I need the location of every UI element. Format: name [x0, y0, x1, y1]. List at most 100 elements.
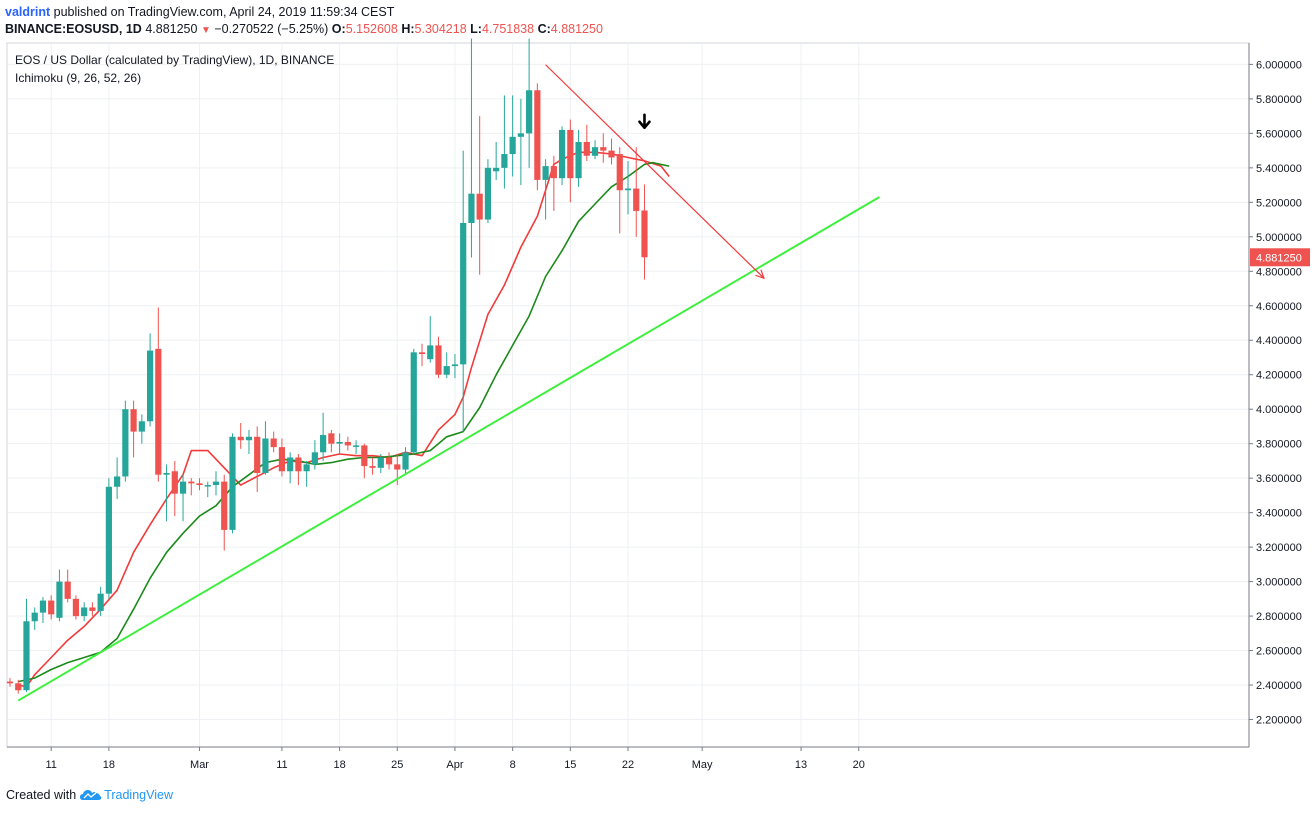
candle-body	[56, 581, 63, 618]
candle-body	[196, 483, 203, 486]
candle	[146, 333, 154, 427]
candle-body	[361, 445, 368, 467]
y-tick-label: 4.600000	[1256, 301, 1302, 313]
y-tick-label: 5.200000	[1256, 197, 1302, 209]
x-tick-label: 20	[853, 759, 865, 771]
last-price: 4.881250	[145, 22, 198, 36]
candle	[402, 447, 409, 475]
candle-body	[328, 433, 335, 444]
candle-body	[377, 457, 384, 468]
y-tick-label: 3.800000	[1256, 439, 1302, 451]
candle	[550, 155, 557, 211]
last-price-label: 4.881250	[1256, 252, 1302, 264]
candle	[64, 569, 71, 603]
created-with-text: Created with	[6, 788, 77, 802]
y-tick-label: 4.800000	[1256, 266, 1302, 278]
y-tick-label: 2.600000	[1256, 646, 1302, 658]
candle	[344, 436, 351, 451]
author-name[interactable]: valdrint	[5, 5, 51, 19]
candle	[295, 454, 302, 486]
candle	[204, 481, 211, 498]
candle	[311, 440, 318, 470]
down-arrow-icon	[638, 113, 651, 130]
candle	[105, 478, 112, 599]
open-label: O:	[331, 22, 346, 36]
candle	[89, 602, 96, 617]
y-tick-label: 2.400000	[1256, 680, 1302, 692]
candle-body	[295, 457, 302, 472]
candle-body	[633, 188, 640, 211]
candle	[517, 98, 524, 186]
candle	[361, 443, 368, 479]
low-value: 4.751838	[481, 22, 535, 36]
candle	[484, 159, 492, 224]
candle-body	[287, 457, 294, 472]
candle	[427, 316, 434, 363]
candle-body	[385, 457, 393, 465]
footer: Created with TradingView	[6, 788, 173, 802]
candle	[122, 400, 129, 482]
close-label: C:	[537, 22, 551, 36]
candle-body	[15, 683, 22, 691]
candle-body	[311, 452, 318, 465]
candle	[56, 569, 63, 622]
candle-body	[31, 612, 38, 622]
high-label: H:	[401, 22, 415, 36]
candle	[254, 426, 261, 492]
candle-body	[221, 481, 228, 530]
candle-body	[608, 150, 615, 158]
x-tick-label: Mar	[190, 759, 209, 771]
candle	[221, 474, 228, 551]
candle-body	[254, 436, 261, 473]
candle-body	[583, 141, 590, 156]
y-tick-label: 3.200000	[1256, 542, 1302, 554]
candle-body	[493, 167, 500, 172]
indicator-lines	[18, 151, 670, 688]
candle-body	[64, 581, 71, 599]
candle-body	[303, 464, 310, 472]
candle	[188, 478, 195, 496]
candle	[163, 464, 170, 522]
candle-body	[81, 607, 88, 617]
high-value: 5.304218	[414, 22, 467, 36]
published-text: published on TradingView.com, April 24, …	[50, 5, 395, 19]
candle	[435, 336, 442, 379]
y-tick-label: 2.200000	[1256, 715, 1302, 727]
candle	[352, 440, 360, 455]
last-price-marker	[1250, 248, 1310, 267]
x-tick-label: 18	[333, 759, 345, 771]
candle	[229, 433, 236, 534]
y-tick-label: 3.400000	[1256, 508, 1302, 520]
candles	[6, 38, 648, 694]
candle-body	[410, 352, 417, 453]
candle-body	[435, 345, 442, 375]
candle-body	[567, 129, 574, 179]
candle	[633, 147, 640, 237]
candle-body	[237, 436, 244, 441]
candle-body	[72, 598, 80, 617]
tradingview-logo[interactable]: TradingView	[80, 788, 173, 802]
candle-body	[344, 441, 351, 446]
tradingview-cloud-icon	[80, 790, 102, 800]
candle	[287, 452, 294, 484]
symbol-label: BINANCE:EOSUSD, 1D	[5, 22, 142, 36]
candle	[460, 150, 467, 432]
candle-body	[484, 167, 492, 220]
resistance-trendline	[545, 64, 765, 279]
candle-body	[550, 166, 557, 179]
candle-body	[336, 441, 343, 444]
candle-body	[641, 210, 648, 258]
candle	[600, 133, 607, 163]
candle	[97, 586, 104, 617]
y-tick-label: 3.000000	[1256, 577, 1302, 589]
candle	[328, 429, 335, 453]
candle	[114, 457, 121, 499]
x-tick-label: 11	[45, 759, 56, 771]
candle	[493, 141, 500, 180]
candle	[262, 421, 269, 475]
x-tick-label: 22	[622, 759, 634, 771]
candle	[320, 412, 327, 461]
x-tick-label: Apr	[446, 759, 463, 771]
brand-name: TradingView	[104, 788, 173, 802]
